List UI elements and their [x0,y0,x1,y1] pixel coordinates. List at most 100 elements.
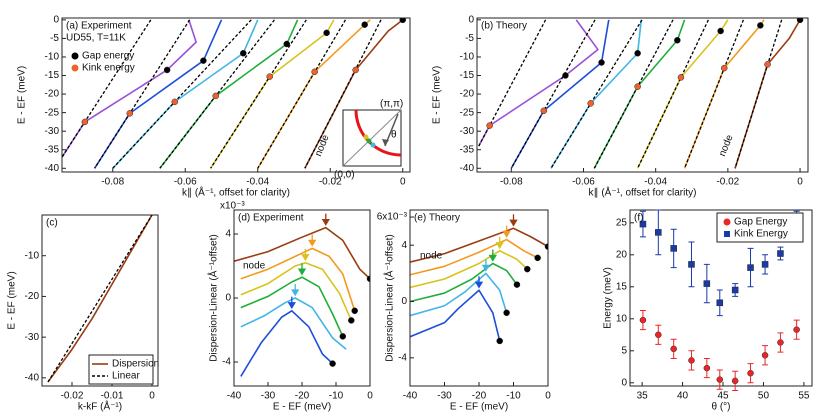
y-axis-label: E - EF (meV) [7,271,18,329]
marker [366,275,370,283]
x-tick-label: -0.04 [246,177,269,188]
error-bar [732,283,739,297]
fit-line [683,19,744,169]
legend-label: Kink Energy [734,229,788,240]
y-tick-label: 0 [401,296,407,307]
x-tick-label: -20 [295,391,310,402]
curve [410,289,501,342]
y-tick-label: -5 [465,33,474,44]
error-bar [747,247,754,288]
error-bar [688,350,695,371]
marker [240,50,247,57]
x-axis-label: k∥ (Å⁻¹, offset for clarity) [589,186,697,199]
fit-line [210,19,307,169]
curve [734,19,801,169]
axes-frame [629,209,813,387]
axes-frame [409,209,549,387]
y-tick-label: 20 [616,249,628,260]
marker [503,309,510,317]
marker [352,66,359,74]
peak-arrow [301,248,310,262]
legend-marker [723,218,731,226]
error-bar [703,357,710,379]
y-tick-label: -30 [25,332,40,343]
y-tick-label: 6x10⁻³ [377,212,408,223]
inset: (π,π) (0,0) θ [334,99,403,181]
marker [540,107,548,115]
y-tick-label: -15 [45,70,60,81]
marker [757,22,764,29]
x-axis-label: E - EF (meV) [273,402,331,412]
x-tick-label: -10 [506,391,521,402]
peak-arrow [287,296,296,310]
x-tick-label: 0 [149,391,155,402]
panel-title: (f) [634,213,643,224]
curve [234,226,370,280]
y-tick-label: 0 [225,293,231,304]
x-tick-label: 0 [797,177,803,188]
marker [486,122,493,129]
peak-arrow [502,225,511,238]
x-tick-label: -0.06 [174,177,197,188]
x-tick-label: 0 [545,391,551,402]
marker [717,27,724,35]
panel-title: (d) Experiment [238,213,304,224]
marker [674,37,681,44]
x-tick-label: -0.08 [500,177,523,188]
x-tick-label: 45 [717,391,729,402]
error-bar [703,263,710,304]
plot-area [62,18,406,169]
y-tick-label: -35 [460,144,475,155]
plot-area [234,226,370,377]
error-bar [762,345,769,366]
error-bar [639,210,646,238]
marker [598,59,605,66]
axes-frame [41,214,159,387]
panel-title: (a) Experiment [66,21,132,32]
curve [240,310,334,377]
x-tick-label: 50 [758,391,770,402]
axes-frame [476,17,809,173]
marker [524,265,531,273]
y-tick-label: -20 [25,291,40,302]
fit-line [62,19,152,158]
y-tick-label: 4 [401,240,407,251]
y-tick-label: -25 [45,107,60,118]
y-tick-label: -25 [460,107,475,118]
y-tick-label: 25 [616,217,628,228]
legend-label: Gap Energy [734,217,787,228]
marker [81,118,89,126]
marker [562,72,569,79]
annotation: node [420,251,443,262]
error-bar [655,324,662,345]
marker [329,360,336,367]
marker [126,110,134,117]
curve [410,250,528,289]
y-tick-label: -30 [460,126,475,137]
inset-label: (π,π) [380,99,403,110]
legend-label: Dispersion [112,359,159,370]
error-bar [777,246,784,261]
fit-line [478,19,547,147]
marker [544,243,548,250]
y-axis-label: Energy (meV) [603,267,614,329]
fit-line [637,19,709,169]
inset-dot [370,142,376,148]
y-tick-label: -20 [460,89,475,100]
legend-box [716,212,804,243]
panel-subtitle: UD55, T=11K [66,33,126,44]
y-tick-label: 0 [621,377,627,388]
panel-title: (e) Theory [414,213,460,224]
fit-line [734,19,783,169]
inset-dot [366,138,372,144]
marker [587,100,594,107]
marker [721,64,728,72]
curve [112,19,259,169]
x-tick-label: 40 [677,391,689,402]
error-bar [655,209,662,256]
legend-box [88,354,154,385]
y-tick-label: -30 [45,126,60,137]
y-tick-label: -10 [25,250,40,261]
inset-label: (0,0) [334,170,355,181]
